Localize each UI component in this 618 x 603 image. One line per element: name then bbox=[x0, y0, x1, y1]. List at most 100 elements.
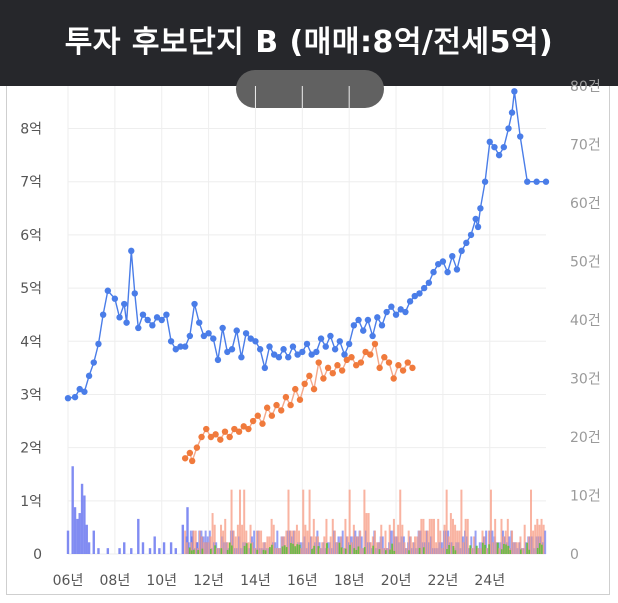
volume-bar bbox=[272, 524, 275, 554]
sale-point bbox=[256, 346, 264, 353]
volume-bar bbox=[274, 548, 277, 554]
sale-point bbox=[219, 324, 226, 332]
sale-point bbox=[477, 205, 484, 212]
sale-point bbox=[392, 311, 400, 318]
sale-point bbox=[495, 151, 503, 159]
volume-bar bbox=[390, 530, 393, 554]
volume-bar bbox=[386, 548, 389, 554]
volume-bar bbox=[260, 530, 263, 554]
volume-bar bbox=[445, 489, 448, 554]
volume-bar bbox=[418, 530, 421, 554]
volume-bar bbox=[335, 542, 338, 554]
volume-bar bbox=[123, 542, 126, 554]
volume-bar bbox=[217, 548, 220, 554]
sale-point bbox=[453, 266, 461, 273]
sale-point bbox=[336, 338, 344, 345]
volume-bar bbox=[294, 546, 297, 554]
volume-bar bbox=[487, 530, 490, 554]
volume-bar bbox=[464, 518, 467, 554]
sale-point bbox=[135, 324, 142, 332]
volume-bar bbox=[85, 524, 88, 554]
volume-bar bbox=[311, 549, 314, 554]
volume-bar bbox=[482, 542, 485, 554]
sale-point bbox=[345, 340, 353, 348]
sale-point bbox=[378, 322, 386, 329]
y2-tick-label: 50건 bbox=[570, 255, 601, 271]
volume-bar bbox=[470, 548, 473, 554]
volume-bar bbox=[251, 542, 254, 554]
volume-bar bbox=[498, 548, 501, 554]
volume-bar bbox=[253, 530, 256, 554]
volume-bar bbox=[289, 530, 292, 554]
y2-tick-label: 10건 bbox=[570, 489, 601, 505]
sale-point bbox=[458, 247, 465, 255]
volume-bar bbox=[414, 536, 417, 554]
sale-point bbox=[350, 322, 358, 329]
volume-bar bbox=[346, 536, 349, 554]
jeonse-point bbox=[240, 423, 247, 430]
jeonse-point bbox=[306, 372, 313, 380]
volume-bar bbox=[454, 550, 457, 554]
volume-bar bbox=[226, 549, 229, 554]
sale-point bbox=[505, 125, 512, 132]
sale-point bbox=[511, 88, 518, 95]
volume-bar bbox=[371, 536, 374, 554]
jeonse-point bbox=[338, 367, 346, 374]
volume-bar bbox=[456, 530, 459, 554]
volume-bar bbox=[485, 530, 488, 554]
jeonse-point bbox=[268, 412, 276, 419]
sale-point bbox=[111, 295, 119, 302]
sale-point bbox=[99, 311, 107, 318]
y-tick-label: 3억 bbox=[20, 387, 42, 403]
volume-bar bbox=[511, 530, 514, 554]
volume-bar bbox=[291, 530, 294, 554]
volume-bar bbox=[231, 545, 234, 554]
volume-bar bbox=[361, 548, 364, 554]
volume-bar bbox=[424, 530, 427, 554]
sale-point bbox=[167, 338, 175, 345]
jeonse-point bbox=[231, 425, 238, 433]
volume-bar bbox=[408, 550, 411, 554]
volume-bar bbox=[473, 536, 476, 554]
sale-point bbox=[71, 393, 79, 401]
volume-bar bbox=[439, 530, 442, 554]
volume-bar bbox=[312, 518, 315, 554]
volume-bar bbox=[313, 545, 316, 554]
volume-bar bbox=[174, 548, 177, 554]
volume-bar bbox=[256, 549, 259, 554]
jeonse-point bbox=[249, 417, 257, 425]
sale-point bbox=[406, 298, 414, 305]
volume-bar bbox=[521, 548, 524, 554]
jeonse-point bbox=[310, 385, 318, 393]
volume-bar bbox=[298, 530, 301, 554]
volume-bar bbox=[226, 542, 229, 554]
volume-bar bbox=[73, 507, 77, 554]
volume-bar bbox=[190, 542, 193, 554]
sale-point bbox=[383, 308, 390, 316]
volume-bar bbox=[372, 545, 375, 554]
volume-bar bbox=[496, 542, 499, 554]
volume-bar bbox=[470, 536, 473, 554]
volume-bar bbox=[253, 548, 256, 554]
volume-bar bbox=[344, 548, 347, 554]
y2-tick-label: 30건 bbox=[570, 372, 601, 388]
volume-bar bbox=[78, 513, 81, 554]
sale-point bbox=[266, 343, 273, 350]
volume-bar bbox=[295, 524, 298, 554]
jeonse-point bbox=[254, 412, 261, 419]
volume-bar bbox=[181, 524, 185, 554]
sale-point bbox=[472, 215, 479, 223]
sale-point bbox=[364, 316, 372, 324]
y2-tick-label: 0 bbox=[570, 547, 579, 563]
volume-bar bbox=[296, 544, 299, 554]
volume-bar bbox=[363, 489, 366, 554]
volume-bar bbox=[526, 542, 529, 554]
volume-bar bbox=[489, 489, 492, 554]
volume-bar bbox=[392, 518, 395, 554]
volume-bar bbox=[401, 524, 404, 554]
volume-bar bbox=[238, 489, 241, 554]
y-tick-label: 0 bbox=[33, 547, 42, 563]
volume-bar bbox=[290, 543, 293, 554]
volume-bar bbox=[380, 524, 383, 554]
